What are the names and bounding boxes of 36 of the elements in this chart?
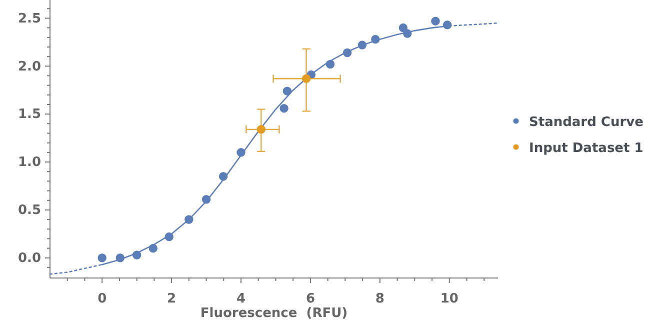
point xyxy=(164,232,174,242)
point xyxy=(236,148,246,157)
point xyxy=(184,215,194,224)
point xyxy=(302,74,311,83)
point xyxy=(116,254,125,262)
point xyxy=(402,29,412,38)
x-tick-label: 2 xyxy=(167,292,176,307)
y-tick-label: 0.0 xyxy=(18,251,41,266)
y-tick-label: 1.5 xyxy=(18,107,41,122)
legend-label: Input Dataset 1 xyxy=(529,141,644,156)
x-tick-label: 0 xyxy=(98,292,107,307)
point xyxy=(202,195,211,204)
x-tick-label: 6 xyxy=(306,292,315,307)
point xyxy=(256,125,266,134)
point xyxy=(326,60,335,69)
y-tick-label: 2.5 xyxy=(18,11,41,26)
point xyxy=(431,16,440,26)
y-tick-label: 1.0 xyxy=(18,155,41,170)
point xyxy=(148,244,158,253)
point xyxy=(442,20,452,30)
point xyxy=(358,40,367,50)
point xyxy=(371,34,380,44)
point xyxy=(398,23,408,32)
y-tick-label: 2.0 xyxy=(18,59,41,74)
y-tick-label: 0.5 xyxy=(18,203,41,218)
legend-label: Standard Curve xyxy=(529,115,644,130)
point xyxy=(218,172,228,181)
point xyxy=(132,250,142,260)
x-axis-title: Fluorescence (RFU) xyxy=(200,306,348,321)
point xyxy=(98,254,106,262)
x-tick-label: 8 xyxy=(375,292,384,307)
point xyxy=(280,104,288,113)
point xyxy=(282,86,292,96)
x-tick-label: 4 xyxy=(236,292,246,307)
point xyxy=(342,48,352,58)
x-tick-label: 10 xyxy=(440,292,458,307)
